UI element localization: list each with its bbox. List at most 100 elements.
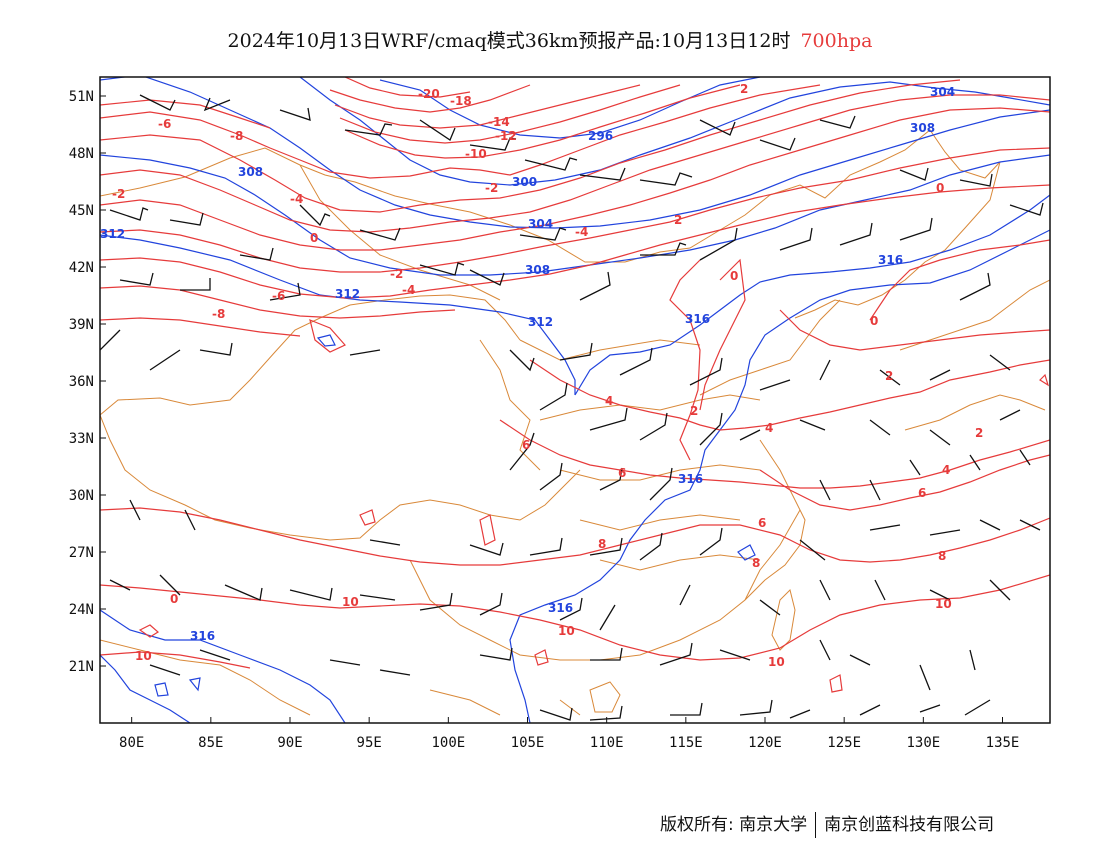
y-tick-label: 33N [69,431,94,447]
temp-label: -4 [290,192,303,206]
temp-label: 10 [558,624,575,638]
y-tick-label: 36N [69,374,94,390]
temp-label: 10 [935,597,952,611]
temp-label: 2 [885,369,893,383]
wind-barb [869,519,1041,536]
temp-label: 0 [936,181,944,195]
temp-contour-4 [100,184,1050,299]
copyright-text: 版权所有: 南京大学 [660,815,808,835]
x-tick-label: 100E [431,735,465,751]
wind-barb [139,94,311,121]
temp-label: -2 [112,187,125,201]
temp-contour-minus2 [100,94,1050,233]
temp-label: -12 [495,129,517,143]
temp-label: -10 [465,147,487,161]
footer: 版权所有: 南京大学 南京创蓝科技有限公司 [660,810,994,838]
height-label: 312 [528,315,553,329]
temp-label: -4 [575,225,588,239]
taiwan-outline [771,589,796,651]
height-contour-small-2 [188,677,201,692]
temp-label: 6 [758,516,766,530]
wind-barb [590,639,871,666]
wind-barb [819,449,1031,501]
x-tick-label: 85E [198,735,223,751]
temp-label: 4 [942,463,950,477]
wind-barb [509,342,723,386]
x-tick-label: 95E [357,735,382,751]
temp-contour-scatter-1 [138,319,1050,693]
temp-label: 2 [740,82,748,96]
wind-barb [524,157,693,186]
temp-label: -8 [212,307,225,321]
temp-label: -14 [488,115,510,129]
temp-contour-8 [100,317,301,337]
temp-label: 4 [765,421,773,435]
temp-label: 0 [730,269,738,283]
x-axis: 80E 85E 90E 95E 100E 105E 110E 115E 120E 125E 130E… [119,717,1019,751]
temp-label: 8 [938,549,946,563]
wind-barb [589,527,826,561]
height-label: 316 [190,629,215,643]
temp-contour-6-central [499,419,1050,489]
wind-barb [539,382,723,446]
boundary-lines [100,129,1050,716]
wind-barb [129,499,563,556]
temperature-labels: -20 -18 -14 -12 -10 -6 -8 -4 -2 -2 0 0 2… [112,82,983,669]
height-contour-316-sw [100,654,191,723]
wind-barb [149,647,513,676]
temp-contour-minus4 [100,79,961,213]
temp-contour-10-south [100,574,1050,661]
x-tick-label: 115E [669,735,703,751]
y-tick-label: 24N [69,602,94,618]
x-tick-label: 105E [511,735,545,751]
y-tick-label: 21N [69,659,94,675]
temp-contour-minus10 [344,84,741,159]
tibet-boundary [100,414,581,541]
x-tick-label: 110E [590,735,624,751]
hainan-outline [589,681,621,713]
title-level: 700hpa [800,30,873,52]
y-tick-label: 30N [69,488,94,504]
wind-barb [839,217,991,301]
map-title: 2024年10月13日WRF/cmaq模式36km预报产品:10月13日12时 7… [0,26,1100,53]
wind-barb [344,119,517,151]
southeast-asia-coast [100,639,581,716]
temp-label: -18 [450,94,472,108]
wind-barb [739,409,1021,446]
x-tick-label: 125E [827,735,861,751]
title-main: 2024年10月13日WRF/cmaq模式36km预报产品:10月13日12时 [227,30,791,52]
height-label: 312 [100,227,125,241]
temp-label: -6 [272,289,285,303]
wind-barb [699,115,856,151]
wind-barb [640,227,813,261]
height-label: 308 [525,263,550,277]
height-contour-small-3 [316,334,336,347]
height-label: 316 [878,253,903,267]
province-boundaries-central [479,339,761,571]
temp-label: 0 [170,592,178,606]
height-contour-316-south [100,609,346,723]
temp-label: 8 [598,537,606,551]
temp-contour-0 [100,107,1050,251]
y-tick-label: 51N [69,89,94,105]
temp-contour-minus20 [344,77,471,98]
temp-label: -8 [230,129,243,143]
height-label: 304 [528,217,553,231]
wind-barb [899,167,1044,216]
temp-contour-minus8-a [100,99,271,129]
wind-barb [469,227,611,301]
temp-label: -20 [418,87,440,101]
coastline-east [699,299,841,601]
temp-label: 0 [870,314,878,328]
temp-label: 6 [522,438,530,452]
temp-label: 2 [975,426,983,440]
china-border-west [100,294,521,416]
footer-separator [815,812,817,838]
temp-label: 2 [674,213,682,227]
temp-contour-minus14 [334,84,641,129]
wind-barb [739,699,991,719]
temp-contour-2-east [669,259,1050,461]
temperature-contours [100,77,1050,693]
china-border-south [409,509,801,661]
wind-barb [119,272,301,301]
